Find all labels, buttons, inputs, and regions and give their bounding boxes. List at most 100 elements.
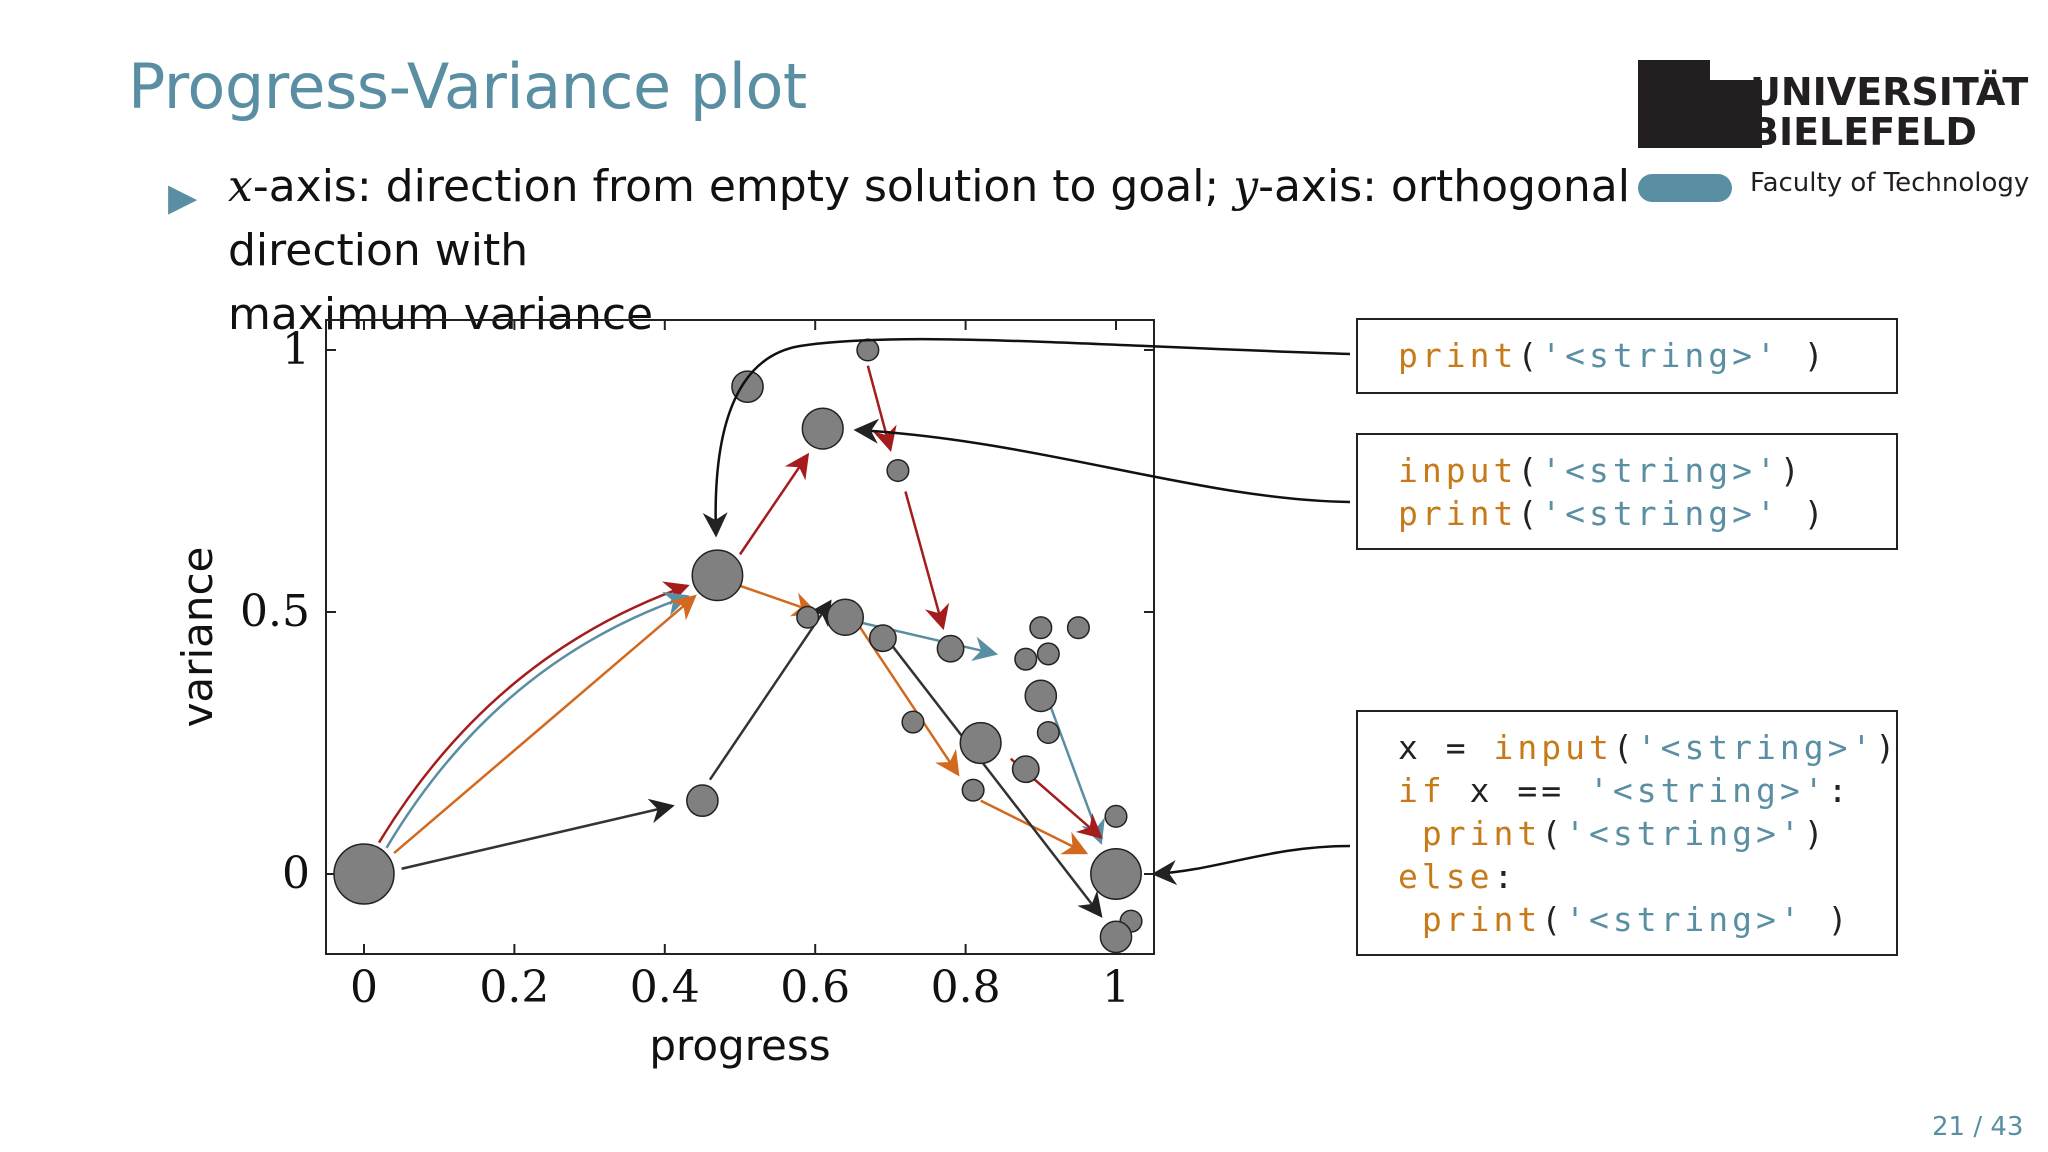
- logo-line1: UNIVERSITÄT: [1750, 70, 2029, 114]
- x-tick-label: 1: [1102, 962, 1130, 1013]
- code-token: ): [1779, 336, 1828, 375]
- code-token: print: [1398, 814, 1542, 853]
- code-line: if x == '<string>':: [1398, 769, 1852, 812]
- code-token: :: [1493, 857, 1518, 896]
- x-tick-label: 0.4: [630, 962, 700, 1013]
- data-point: [959, 721, 1002, 765]
- x-tick-label: 0.6: [780, 962, 850, 1013]
- trajectory-edge: [708, 599, 832, 781]
- code-line: print('<string>'): [1398, 812, 1828, 855]
- x-tick-labels: 0 0.2 0.4 0.6 0.8 1: [350, 962, 1130, 1013]
- data-point: [1090, 848, 1142, 900]
- code-token: (: [1517, 336, 1542, 375]
- bullet-triangle-icon: ▶: [168, 175, 198, 219]
- trajectory-edge: [866, 365, 897, 452]
- data-point: [886, 458, 910, 483]
- code-token: ): [1779, 451, 1804, 490]
- axis-ticks: [326, 320, 1154, 954]
- code-token: ): [1803, 814, 1828, 853]
- code-token: '<string>': [1541, 336, 1780, 375]
- code-box-print: print('<string>' ): [1356, 318, 1898, 394]
- code-token: ): [1875, 728, 1900, 767]
- code-token: ): [1779, 494, 1828, 533]
- university-logo: UNIVERSITÄT BIELEFELD Faculty of Technol…: [1638, 60, 2038, 210]
- code-token: '<string>': [1565, 900, 1804, 939]
- code-line: print('<string>' ): [1398, 334, 1828, 377]
- data-point: [1099, 920, 1133, 954]
- data-point: [936, 634, 965, 663]
- data-point: [1011, 755, 1040, 784]
- x-tick-label: 0: [350, 962, 378, 1013]
- logo-text: UNIVERSITÄT BIELEFELD: [1750, 72, 2028, 152]
- data-point: [686, 784, 719, 817]
- trajectory-edge: [859, 627, 960, 777]
- code-token: if: [1398, 771, 1446, 810]
- edge-layer: [377, 365, 1105, 918]
- bullet-y-symbol: y: [1233, 161, 1259, 212]
- trajectory-edge: [904, 491, 950, 631]
- code-token: (: [1517, 451, 1542, 490]
- data-point: [691, 549, 744, 602]
- data-point: [333, 843, 395, 905]
- faculty-pill-icon: [1638, 174, 1732, 202]
- bullet-x-symbol: x: [228, 161, 253, 212]
- x-tick-label: 0.8: [931, 962, 1001, 1013]
- data-point: [1066, 616, 1090, 640]
- code-token: x =: [1398, 728, 1494, 767]
- faculty-label: Faculty of Technology: [1750, 168, 2030, 198]
- data-point: [1036, 720, 1060, 745]
- code-token: else: [1398, 857, 1494, 896]
- bullet-part2: -axis: orthogonal direction with: [228, 161, 1630, 276]
- data-point: [796, 605, 820, 629]
- code-box-if-else: x = input('<string>') if x == '<string>':…: [1356, 710, 1898, 956]
- code-token: ): [1803, 900, 1852, 939]
- data-point: [801, 407, 844, 450]
- x-tick-label: 0.2: [479, 962, 549, 1013]
- code-token: '<string>': [1565, 814, 1804, 853]
- code-token: '<string>': [1541, 451, 1780, 490]
- data-point: [1036, 642, 1060, 666]
- y-tick-labels: 00.51: [240, 324, 310, 899]
- data-point: [856, 338, 880, 362]
- data-point: [826, 598, 865, 636]
- code-token: (: [1541, 900, 1566, 939]
- bullet-part1: -axis: direction from empty solution to …: [252, 161, 1234, 212]
- code-token: print: [1398, 494, 1518, 533]
- code-line: print('<string>' ): [1398, 898, 1852, 941]
- connector-line: [853, 418, 1351, 504]
- plot-frame: [325, 319, 1155, 955]
- code-box-input-print: input('<string>') print('<string>' ): [1356, 433, 1898, 550]
- code-token: '<string>': [1588, 771, 1828, 810]
- data-point: [1024, 679, 1058, 713]
- data-point: [1029, 616, 1053, 640]
- trajectory-edge: [738, 452, 810, 556]
- code-token: :: [1827, 771, 1852, 810]
- page-number: 21 / 43: [1932, 1112, 2024, 1142]
- code-token: input: [1398, 451, 1518, 490]
- x-axis-label: progress: [649, 1021, 830, 1070]
- trajectory-edge: [889, 642, 1103, 918]
- bullet-line2: maximum variance: [228, 289, 654, 340]
- data-point: [1014, 647, 1038, 671]
- data-point: [868, 624, 897, 653]
- code-token: '<string>': [1541, 494, 1780, 533]
- y-tick-label: 0: [282, 848, 310, 899]
- code-token: '<string>': [1636, 728, 1876, 767]
- code-line: x = input('<string>'): [1398, 726, 1899, 769]
- y-axis-label: variance: [173, 547, 222, 728]
- logo-line2: BIELEFELD: [1750, 110, 1977, 154]
- code-token: print: [1398, 900, 1542, 939]
- y-tick-label: 1: [282, 324, 310, 375]
- y-tick-label: 0.5: [240, 586, 310, 637]
- code-token: (: [1612, 728, 1637, 767]
- node-layer: [333, 338, 1143, 954]
- code-token: input: [1493, 728, 1613, 767]
- trajectory-edge: [385, 591, 690, 849]
- code-line: print('<string>' ): [1398, 492, 1828, 535]
- trajectory-edge: [377, 581, 690, 844]
- trajectory-edge: [401, 798, 675, 870]
- data-point: [901, 710, 925, 734]
- code-token: (: [1517, 494, 1542, 533]
- data-point: [961, 778, 985, 802]
